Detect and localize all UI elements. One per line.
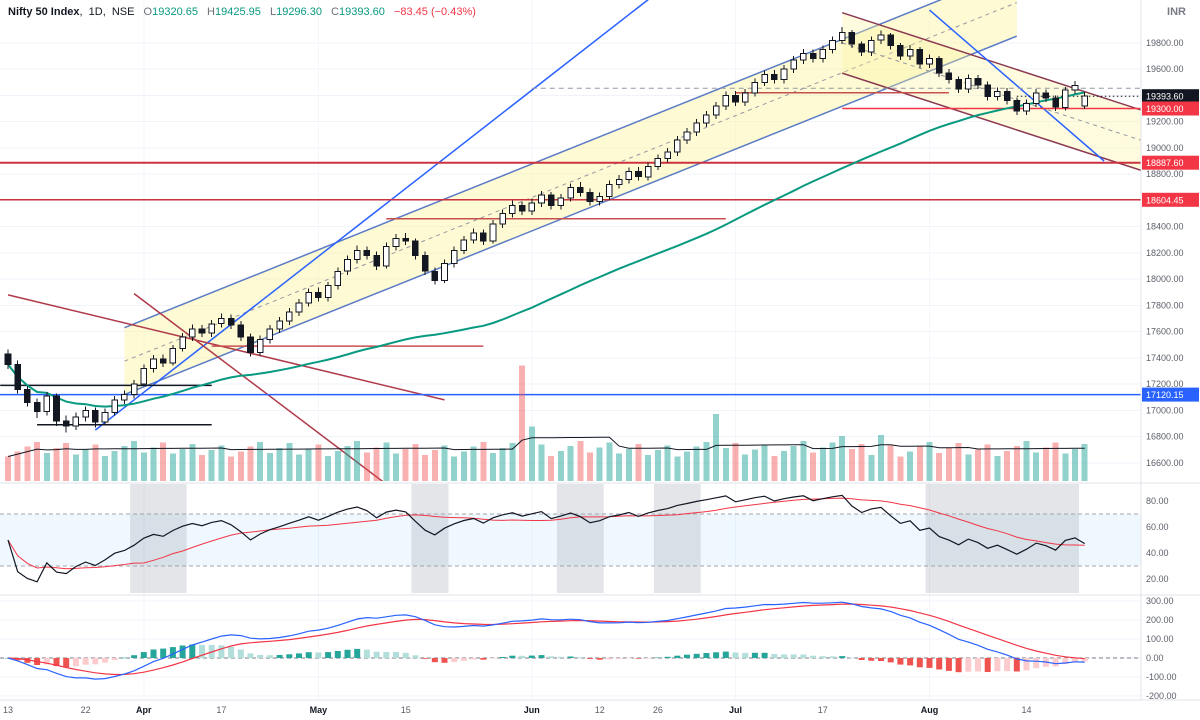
svg-text:17: 17 [216, 705, 226, 715]
open-label: O [143, 6, 153, 18]
low-label: L [269, 6, 277, 18]
svg-text:Jun: Jun [524, 705, 540, 715]
pane-separators[interactable] [0, 0, 1200, 701]
svg-text:17600.00: 17600.00 [1146, 327, 1184, 337]
svg-text:26: 26 [653, 705, 663, 715]
svg-text:19300.00: 19300.00 [1146, 104, 1184, 114]
close-value: 19393.60 [338, 6, 385, 18]
svg-text:16800.00: 16800.00 [1146, 432, 1184, 442]
volume-ma-line [7, 436, 1085, 457]
svg-text:Aug: Aug [921, 705, 939, 715]
high-value: 19425.95 [215, 6, 261, 18]
svg-text:19000.00: 19000.00 [1146, 143, 1184, 153]
price-line-badge[interactable]: 19300.00 [1142, 101, 1199, 116]
separator: , [79, 6, 83, 18]
svg-text:Jul: Jul [729, 705, 742, 715]
svg-text:18800.00: 18800.00 [1146, 169, 1184, 179]
svg-text:300.00: 300.00 [1146, 596, 1174, 606]
svg-text:22: 22 [81, 705, 91, 715]
svg-text:80.00: 80.00 [1146, 496, 1169, 506]
svg-text:17200.00: 17200.00 [1146, 379, 1184, 389]
svg-text:18200.00: 18200.00 [1146, 248, 1184, 258]
candles-layer [4, 27, 1089, 433]
timeframe-label[interactable]: 1D [88, 6, 103, 18]
open-value: 19320.65 [152, 6, 198, 18]
svg-text:17000.00: 17000.00 [1146, 405, 1184, 415]
currency-label[interactable]: INR [1167, 6, 1186, 18]
svg-text:17120.15: 17120.15 [1146, 390, 1184, 400]
svg-text:-100.00: -100.00 [1146, 672, 1177, 682]
svg-text:Apr: Apr [136, 705, 152, 715]
svg-text:15: 15 [401, 705, 411, 715]
symbol-title[interactable]: Nifty 50 Index [8, 6, 80, 18]
separator: , [102, 6, 106, 18]
svg-text:60.00: 60.00 [1146, 522, 1169, 532]
svg-text:100.00: 100.00 [1146, 634, 1174, 644]
svg-text:14: 14 [1021, 705, 1031, 715]
svg-text:-200.00: -200.00 [1146, 691, 1177, 701]
svg-text:19800.00: 19800.00 [1146, 38, 1184, 48]
price-line-badge[interactable]: 19393.60 [1142, 89, 1199, 104]
time-axis[interactable]: 13 22 Apr 17 May 15 Jun 12 26 Jul 17 Aug 14 [3, 705, 1032, 715]
svg-text:16600.00: 16600.00 [1146, 458, 1184, 468]
low-value: 19296.30 [276, 6, 322, 18]
sma50-line [7, 91, 1085, 408]
symbol-legend: Nifty 50 Index, 1D, NSE O19320.65 H19425… [8, 6, 476, 18]
high-label: H [207, 6, 215, 18]
svg-text:17400.00: 17400.00 [1146, 353, 1184, 363]
price-line-badge[interactable]: 18887.60 [1142, 155, 1199, 170]
svg-text:0.00: 0.00 [1146, 653, 1164, 663]
svg-text:19393.60: 19393.60 [1146, 92, 1184, 102]
svg-text:200.00: 200.00 [1146, 615, 1174, 625]
svg-text:18604.45: 18604.45 [1146, 195, 1184, 205]
svg-text:19200.00: 19200.00 [1146, 117, 1184, 127]
svg-text:17800.00: 17800.00 [1146, 300, 1184, 310]
svg-text:13: 13 [3, 705, 13, 715]
svg-text:17: 17 [818, 705, 828, 715]
exchange-label[interactable]: NSE [111, 6, 135, 18]
price-line-badge[interactable]: 18604.45 [1142, 192, 1199, 207]
price-badges: 19393.60 19300.00 18887.60 18604.45 17120.15 [1142, 89, 1199, 402]
svg-text:40.00: 40.00 [1146, 548, 1169, 558]
svg-text:18400.00: 18400.00 [1146, 222, 1184, 232]
price-line-badge[interactable]: 17120.15 [1142, 387, 1199, 402]
close-label: C [331, 6, 339, 18]
macd-panel[interactable] [0, 601, 1141, 680]
rsi-panel[interactable] [0, 484, 1141, 593]
svg-text:20.00: 20.00 [1146, 574, 1169, 584]
svg-text:18887.60: 18887.60 [1146, 158, 1184, 168]
change-value: −83.45 (−0.43%) [393, 6, 476, 18]
svg-text:18000.00: 18000.00 [1146, 274, 1184, 284]
svg-text:19600.00: 19600.00 [1146, 64, 1184, 74]
svg-text:May: May [310, 705, 328, 715]
volume-layer [5, 365, 1088, 481]
svg-text:12: 12 [595, 705, 605, 715]
